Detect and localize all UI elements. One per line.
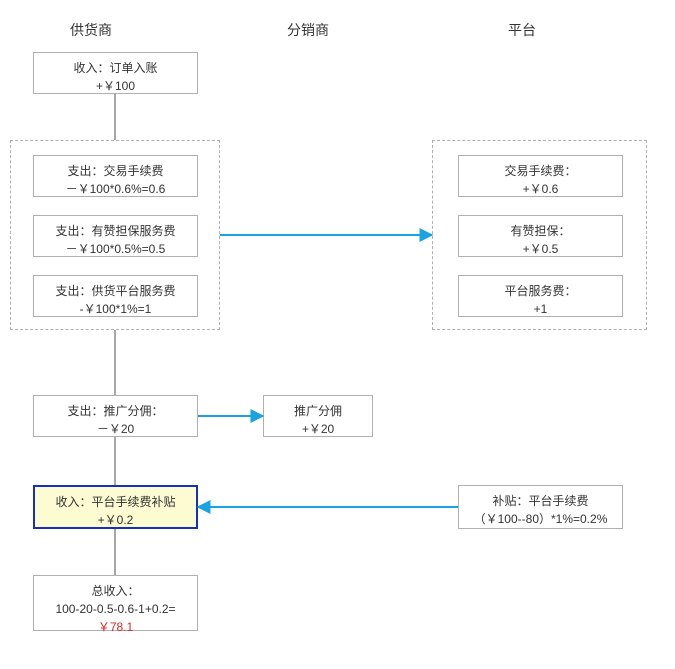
connectors xyxy=(0,0,675,669)
text: 交易手续费： xyxy=(463,162,618,180)
node-plat-subsidy: 补贴：平台手续费 （￥100--80）*1%=0.2% xyxy=(458,485,623,529)
text: 支出：交易手续费 xyxy=(38,162,193,180)
node-exp-guarantee: 支出：有赞担保服务费 －￥100*0.5%=0.5 xyxy=(33,215,198,257)
text: 收入：平台手续费补贴 xyxy=(39,493,192,511)
node-total: 总收入： 100-20-0.5-0.6-1+0.2= ￥78.1 xyxy=(33,575,198,631)
text: 总收入： xyxy=(38,582,193,600)
node-exp-promo: 支出：推广分佣： －￥20 xyxy=(33,395,198,437)
text: 收入：订单入账 xyxy=(38,59,193,77)
header-distributor: 分销商 xyxy=(287,20,329,40)
text: -￥100*1%=1 xyxy=(38,300,193,318)
text: －￥100*0.5%=0.5 xyxy=(38,240,193,258)
header-platform: 平台 xyxy=(508,20,536,40)
text: 补贴：平台手续费 xyxy=(463,492,618,510)
text: 支出：供货平台服务费 xyxy=(38,282,193,300)
node-income-subsidy: 收入：平台手续费补贴 +￥0.2 xyxy=(33,485,198,529)
node-dist-promo: 推广分佣 +￥20 xyxy=(263,395,373,437)
node-exp-platform-fee: 支出：供货平台服务费 -￥100*1%=1 xyxy=(33,275,198,317)
header-supplier: 供货商 xyxy=(70,20,112,40)
text: 有赞担保： xyxy=(463,222,618,240)
text: －￥20 xyxy=(38,420,193,438)
text: +￥100 xyxy=(38,77,193,95)
text: （￥100--80）*1%=0.2% xyxy=(463,510,618,528)
text: 支出：有赞担保服务费 xyxy=(38,222,193,240)
node-plat-guarantee: 有赞担保： +￥0.5 xyxy=(458,215,623,257)
text: －￥100*0.6%=0.6 xyxy=(38,180,193,198)
total-result: ￥78.1 xyxy=(38,618,193,636)
node-plat-trade-fee: 交易手续费： +￥0.6 xyxy=(458,155,623,197)
text: 平台服务费： xyxy=(463,282,618,300)
text: 推广分佣 xyxy=(268,402,368,420)
text: +￥0.6 xyxy=(463,180,618,198)
text: +￥0.2 xyxy=(39,511,192,529)
text: +￥0.5 xyxy=(463,240,618,258)
text: 100-20-0.5-0.6-1+0.2= xyxy=(38,600,193,618)
text: +1 xyxy=(463,300,618,318)
node-exp-trade-fee: 支出：交易手续费 －￥100*0.6%=0.6 xyxy=(33,155,198,197)
node-plat-service-fee: 平台服务费： +1 xyxy=(458,275,623,317)
node-income-order: 收入：订单入账 +￥100 xyxy=(33,52,198,94)
text: 支出：推广分佣： xyxy=(38,402,193,420)
text: +￥20 xyxy=(268,420,368,438)
